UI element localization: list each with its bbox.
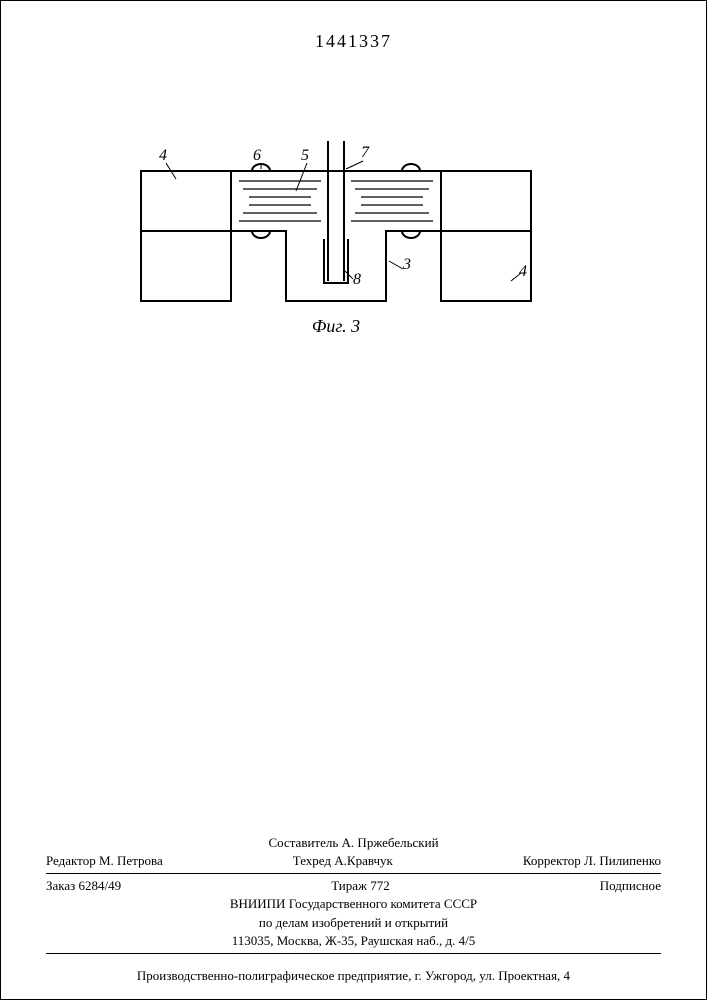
org-line-2: по делам изобретений и открытий	[46, 914, 661, 932]
label-4a: 4	[159, 147, 167, 165]
circulation: Тираж 772	[331, 877, 390, 895]
figure-caption: Фиг. 3	[121, 316, 551, 337]
order-num: Заказ 6284/49	[46, 877, 121, 895]
label-5: 5	[301, 147, 309, 165]
compiler-line: Составитель А. Пржебельский	[46, 834, 661, 852]
editors-row: Редактор М. Петрова Техред А.Кравчук Кор…	[46, 852, 661, 870]
divider-1	[46, 873, 661, 874]
order-row: Заказ 6284/49 Тираж 772 Подписное	[46, 877, 661, 895]
label-4b: 4	[519, 263, 527, 281]
label-3: 3	[403, 256, 411, 274]
page-frame: 1441337	[0, 0, 707, 1000]
label-7: 7	[361, 144, 369, 162]
techred: Техред А.Кравчук	[293, 852, 393, 870]
figure-3: 4 6 5 7 8 3 4 Фиг. 3	[121, 121, 551, 361]
figure-svg	[121, 121, 551, 331]
corrector: Корректор Л. Пилипенко	[523, 852, 661, 870]
printer-line: Производственно-полиграфическое предприя…	[46, 968, 661, 984]
label-6: 6	[253, 147, 261, 165]
org-line-1: ВНИИПИ Государственного комитета СССР	[46, 895, 661, 913]
patent-number: 1441337	[1, 31, 706, 52]
subscription: Подписное	[600, 877, 661, 895]
divider-2	[46, 953, 661, 954]
label-8: 8	[353, 271, 361, 289]
editor: Редактор М. Петрова	[46, 852, 163, 870]
credits-block: Составитель А. Пржебельский Редактор М. …	[46, 834, 661, 957]
address-line: 113035, Москва, Ж-35, Раушская наб., д. …	[46, 932, 661, 950]
